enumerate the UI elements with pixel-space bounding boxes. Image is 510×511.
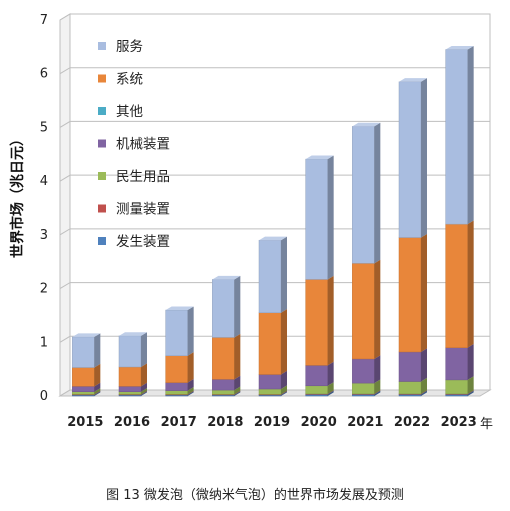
- legend-swatch: [98, 204, 106, 213]
- y-tick-label: 5: [40, 120, 48, 135]
- y-axis-ticks: 0 1 2 3 4 5 6 7: [40, 13, 48, 404]
- legend-swatch: [98, 42, 106, 50]
- bar-segment: [212, 275, 241, 338]
- legend-label: 民生用品: [116, 169, 170, 185]
- bars: [72, 45, 474, 397]
- y-tick-label: 7: [40, 13, 48, 28]
- bar-segment: [258, 236, 287, 313]
- bar-group-2023: [445, 45, 474, 397]
- gridline-3: [59, 228, 490, 236]
- bar-segment: [72, 333, 101, 368]
- figure-caption: 图 13 微发泡（微纳米气泡）的世界市场发展及预测: [106, 488, 404, 503]
- bar-group-2021: [352, 122, 381, 397]
- bar-segment: [165, 352, 194, 383]
- x-tick-label: 2017: [161, 415, 197, 430]
- y-tick-label: 6: [40, 67, 48, 82]
- legend-swatch: [98, 139, 106, 148]
- bar-group-2017: [165, 306, 194, 397]
- bar-group-2020: [305, 155, 334, 397]
- legend-swatch: [98, 237, 106, 245]
- bar-group-2018: [212, 275, 241, 397]
- y-tick-label: 1: [40, 335, 48, 350]
- bar-segment: [305, 275, 334, 366]
- bar-segment: [445, 344, 474, 381]
- stacked-bar-chart: 0 1 2 3 4 5 6 7 2015 2016 2017 2018 2019 2020 2021 202…: [9, 13, 493, 432]
- bar-group-2016: [118, 332, 147, 397]
- bar-segment: [398, 348, 427, 382]
- bar-group-2015: [72, 333, 101, 397]
- legend-label: 服务: [116, 39, 143, 55]
- x-tick-label: 2020: [301, 415, 337, 430]
- legend-label: 发生装置: [116, 234, 170, 250]
- legend-label: 测量装置: [116, 202, 170, 218]
- legend-entry: 机械装置: [98, 137, 170, 153]
- bar-segment: [118, 332, 147, 368]
- bar-group-2019: [258, 236, 287, 397]
- x-tick-label: 2022: [394, 415, 430, 430]
- gridline-1: [59, 335, 490, 343]
- legend-entry: 系统: [98, 72, 143, 88]
- bar-group-2022: [398, 78, 427, 397]
- bar-segment: [445, 220, 474, 348]
- bar-segment: [352, 259, 381, 360]
- gridlines: [59, 13, 490, 397]
- bar-segment: [352, 355, 381, 384]
- legend-entry: 服务: [98, 39, 143, 55]
- bar-segment: [305, 155, 334, 280]
- y-tick-label: 4: [40, 174, 48, 189]
- x-tick-label: 2021: [347, 415, 383, 430]
- legend-swatch: [98, 74, 106, 83]
- x-tick-label: 2016: [114, 415, 150, 430]
- y-tick-label: 2: [40, 282, 48, 297]
- bar-segment: [258, 309, 287, 375]
- x-axis-ticks: 2015 2016 2017 2018 2019 2020 2021 2022 2023: [67, 415, 477, 430]
- x-tick-label: 2023: [441, 415, 477, 430]
- bar-segment: [352, 122, 381, 264]
- gridline-2: [59, 282, 490, 290]
- gridline-4: [59, 174, 490, 182]
- legend-entry: 发生装置: [98, 234, 170, 250]
- gridline-0: [59, 389, 490, 397]
- x-axis-label: 年: [480, 417, 493, 432]
- legend-label: 其他: [116, 104, 143, 120]
- y-tick-label: 0: [40, 389, 48, 404]
- gridline-5: [59, 120, 490, 128]
- legend-entry: 民生用品: [98, 169, 170, 185]
- x-tick-label: 2015: [67, 415, 103, 430]
- legend-label: 系统: [116, 72, 143, 88]
- bar-segment: [445, 45, 474, 225]
- x-tick-label: 2019: [254, 415, 290, 430]
- side-wall: [59, 13, 71, 397]
- y-tick-label: 3: [40, 228, 48, 243]
- legend-swatch: [98, 107, 106, 115]
- bar-segment: [398, 233, 427, 353]
- gridline-6: [59, 67, 490, 75]
- gridline-7: [59, 13, 490, 21]
- bar-segment: [165, 306, 194, 356]
- bar-segment: [305, 361, 334, 387]
- legend-entry: 测量装置: [98, 202, 170, 218]
- x-tick-label: 2018: [207, 415, 243, 430]
- y-axis-label: 世界市场（兆日元）: [9, 132, 26, 258]
- legend-swatch: [98, 172, 106, 180]
- legend-label: 机械装置: [116, 137, 170, 153]
- bar-segment: [212, 333, 241, 380]
- bar-segment: [398, 78, 427, 238]
- legend-entry: 其他: [98, 104, 143, 120]
